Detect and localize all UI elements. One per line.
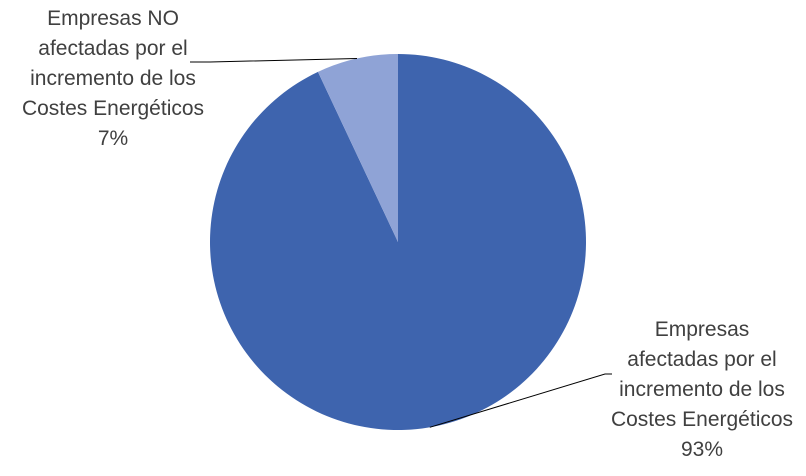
leader-line-not-affected (190, 58, 358, 63)
slice-label-affected-line-1: Empresas (654, 318, 750, 341)
pie-slice-affected (209, 54, 586, 430)
pie-slice-not-affected (317, 54, 398, 242)
leader-lines (190, 58, 612, 428)
slice-label-not-affected-line-3: incremento de los (30, 67, 196, 90)
slice-label-not-affected-line-1: Empresas NO (47, 7, 179, 30)
slice-label-not-affected-line-4: Costes Energéticos (21, 97, 205, 120)
slice-label-affected: Empresas afectadas por el incremento de … (598, 315, 806, 465)
slice-label-not-affected-percent: 7% (97, 127, 129, 150)
slice-label-affected-percent: 93% (680, 438, 724, 461)
slice-label-affected-line-4: Costes Energéticos (610, 408, 794, 431)
slice-label-not-affected: Empresas NO afectadas por el incremento … (0, 4, 226, 154)
pie-slices (209, 54, 586, 430)
slice-label-not-affected-line-2: afectadas por el (38, 37, 188, 60)
slice-label-affected-line-2: afectadas por el (627, 348, 777, 371)
slice-label-affected-line-3: incremento de los (619, 378, 785, 401)
leader-line-affected (429, 373, 612, 428)
